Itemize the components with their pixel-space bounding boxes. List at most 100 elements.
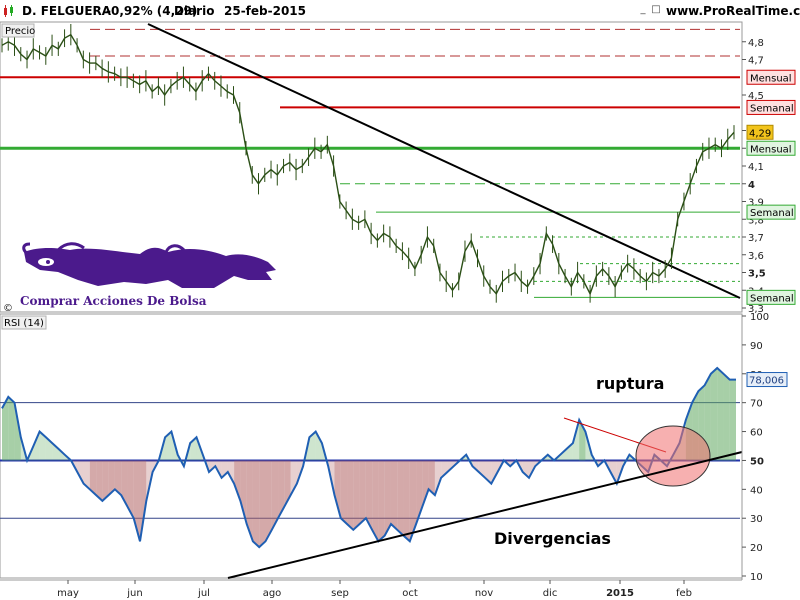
rsi-fill-segment <box>39 431 46 461</box>
breakout-circle <box>635 425 711 487</box>
rsi-fill-segment <box>45 437 53 461</box>
rsi-fill-segment <box>271 460 279 530</box>
rsi-uptrend-line <box>227 451 743 579</box>
rsi-fill-segment <box>723 373 730 461</box>
rsi-fill-segment <box>121 460 128 507</box>
maximize-icon[interactable]: □ <box>651 4 661 15</box>
rsi-fill-segment <box>284 460 291 507</box>
rsi-fill-segment <box>315 431 322 461</box>
logo-text: Comprar Acciones De Bolsa <box>20 294 207 308</box>
level-labels: Mensual Semanal Mensual Semanal Semanal 4,29 <box>746 69 796 305</box>
x-tick-label: sep <box>331 588 349 599</box>
x-tick-label: may <box>57 588 79 599</box>
level-pill <box>746 99 796 115</box>
rsi-value-label: 78,006 <box>746 372 788 388</box>
rsi-tick-label: 30 <box>750 514 763 525</box>
rsi-fill-segment <box>252 460 260 548</box>
level-pill-label: Semanal <box>750 208 794 219</box>
last-price-label: 4,29 <box>749 128 771 139</box>
rsi-fill-segment <box>717 368 724 461</box>
breakout-annotation: ruptura <box>596 374 664 393</box>
rsi-title-box <box>1 315 47 330</box>
x-tick-label: 2015 <box>606 588 634 599</box>
date-label: 25-feb-2015 <box>224 4 307 18</box>
rsi-fill-segment <box>96 460 103 501</box>
rsi-fill-segment <box>560 448 567 461</box>
rsi-tick-label: 10 <box>750 572 763 583</box>
rsi-fill-segment <box>422 460 429 507</box>
x-tick-label: dic <box>543 588 558 599</box>
rsi-fill-segment <box>334 460 341 519</box>
rsi-fill-segment <box>610 460 617 484</box>
rsi-pane-title: RSI (14) <box>4 318 44 329</box>
rsi-fill-segment <box>485 460 492 484</box>
price-tick-label: 4,5 <box>748 91 764 102</box>
rsi-value-pill <box>746 372 788 388</box>
rsi-fill-segment <box>572 420 580 461</box>
rsi-fill-segment <box>397 460 404 536</box>
rsi-fill-segment <box>240 460 247 524</box>
price-tick-label: 4,1 <box>748 162 764 173</box>
divergence-annotation: Divergencias <box>494 529 611 548</box>
site-url[interactable]: www.ProRealTime.com <box>666 4 800 18</box>
candlestick-icon <box>4 5 13 17</box>
rsi-fill-segment <box>434 460 442 496</box>
x-tick-label: oct <box>402 588 418 599</box>
rsi-fill-segment <box>108 460 115 496</box>
rsi-fill-segment <box>353 460 360 530</box>
pivot-levels <box>0 76 740 298</box>
x-tick-label: feb <box>676 588 692 599</box>
rsi-fill-segment <box>246 460 253 542</box>
rsi-fill-segment <box>77 460 84 484</box>
rsi-tick-label: 50 <box>750 456 764 467</box>
rsi-fill-segment <box>8 396 15 461</box>
minimize-icon[interactable]: _ <box>640 4 646 15</box>
rsi-fill-segment <box>447 460 454 472</box>
price-tick-label: 3,7 <box>748 233 764 244</box>
rsi-fill-segment <box>472 460 479 472</box>
support-lines <box>340 183 740 282</box>
level-pill <box>746 69 796 85</box>
price-tick-label: 4 <box>748 180 755 191</box>
price-title-box <box>1 23 35 38</box>
copyright-symbol: © <box>3 303 13 314</box>
price-axis: 3,33,43,53,63,73,83,944,14,24,34,54,74,8 <box>741 22 766 315</box>
rsi-tick-label: 20 <box>750 543 763 554</box>
rsi-tick-label: 70 <box>750 399 763 410</box>
x-tick-label: ago <box>263 588 282 599</box>
price-pane-title: Precio <box>5 26 35 37</box>
rsi-fill-segment <box>221 460 228 478</box>
rsi-fill-segment <box>209 460 216 472</box>
rsi-axis: 102030405060708090100 <box>741 312 769 583</box>
level-pill-label: Semanal <box>750 293 794 304</box>
rsi-fill-segment <box>259 460 266 548</box>
rsi-fill-segment <box>409 460 417 542</box>
rsi-fill-segment <box>384 460 391 536</box>
rsi-fill-segment <box>378 460 385 542</box>
rsi-fill-segment <box>522 460 529 478</box>
rsi-fill-segment <box>359 460 366 524</box>
rsi-fill-segment <box>390 460 398 530</box>
rsi-tick-label: 90 <box>750 341 763 352</box>
rsi-fill-segment <box>265 460 272 542</box>
rsi-fill-segment <box>165 431 172 461</box>
resistance-lines <box>90 28 740 57</box>
logo-band <box>18 294 272 308</box>
rsi-value-text: 78,006 <box>749 376 784 387</box>
rsi-fill-segment <box>309 431 316 461</box>
level-pill <box>746 289 796 305</box>
level-pill <box>746 204 796 220</box>
level-pill-label: Mensual <box>750 144 792 155</box>
period-label: Diario <box>174 4 215 18</box>
x-tick-label: jul <box>197 588 210 599</box>
price-change: -0,92% (4,29) <box>106 4 198 18</box>
rsi-fill-segment <box>441 460 448 478</box>
rsi-fill-segment <box>190 437 197 461</box>
rsi-fill-segment <box>478 460 486 478</box>
chart-header: D. FELGUERA -0,92% (4,29) Diario 25-feb-… <box>0 0 800 22</box>
x-axis: may jun jul ago sep oct nov dic 2015 feb <box>57 580 692 599</box>
rsi-fill-segment <box>566 443 573 461</box>
rsi-fill-segment <box>33 431 40 461</box>
price-line <box>1 33 735 296</box>
